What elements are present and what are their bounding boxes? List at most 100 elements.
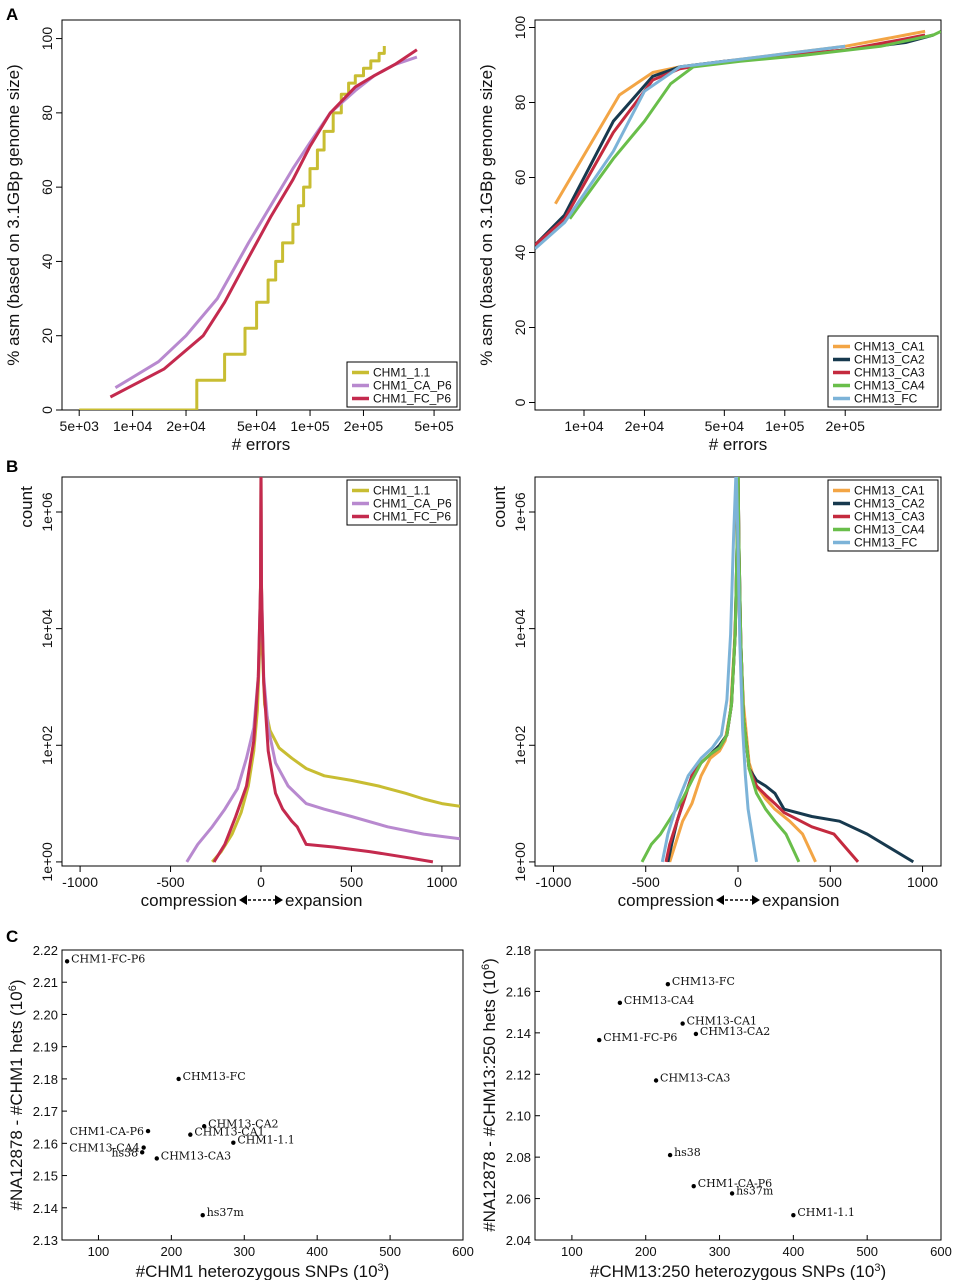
scatter-point <box>231 1140 236 1145</box>
y-axis-title-sup: 6 <box>480 964 492 970</box>
panel-letter-b: B <box>6 457 18 476</box>
x-tick-label: 300 <box>709 1244 731 1259</box>
x-tick-label: 1e+04 <box>564 418 604 434</box>
x-axis-title-end: ) <box>384 1262 390 1280</box>
chart-b-right: -1000 -500 0 500 1000 1e+00 1e+02 1e+04 1e+06cou… <box>490 476 942 910</box>
plot-frame-A1 <box>61 19 461 411</box>
scatter-point-label: CHM13-FC <box>183 1070 246 1083</box>
series-line-CHM13_CA4 <box>568 29 941 220</box>
x-tick-label: 1e+05 <box>290 418 330 434</box>
scatter-point-label: CHM13-CA1 <box>194 1126 264 1139</box>
x-tick-label: 400 <box>306 1244 328 1259</box>
series-line-CHM1_1.1 <box>79 46 386 410</box>
x-tick-label: 2e+04 <box>625 418 665 434</box>
panel-letter-a: A <box>6 5 18 24</box>
x-tick-label: 400 <box>783 1244 805 1259</box>
x-tick-label: 0 <box>257 874 265 890</box>
legend-label: CHM1_1.1 <box>373 366 431 380</box>
x-axis-title-left: compression <box>141 891 237 910</box>
scatter-point-label: CHM13-FC <box>672 975 735 988</box>
x-tick-label: 500 <box>379 1244 401 1259</box>
scatter-point-label: CHM13-CA3 <box>660 1072 730 1085</box>
legend-label: CHM1_CA_P6 <box>373 379 452 393</box>
x-tick-label: 5e+03 <box>60 418 100 434</box>
y-tick-label: 20 <box>39 328 55 344</box>
scatter-point <box>617 1000 623 1006</box>
scatter-point <box>691 1183 696 1189</box>
y-tick-label: 2.14 <box>506 1026 531 1041</box>
y-tick-label: 100 <box>39 27 55 51</box>
x-tick-label: 1000 <box>426 874 457 890</box>
arrow-right-icon <box>275 895 283 905</box>
x-axis-title: # errors <box>232 435 291 454</box>
y-tick-label: 80 <box>512 95 528 111</box>
y-axis-title: % asm (based on 3.1GBp genome size) <box>477 64 496 365</box>
x-tick-label: 500 <box>856 1244 878 1259</box>
scatter-point <box>141 1145 146 1150</box>
x-axis-title-sup: 3 <box>378 1262 384 1274</box>
scatter-point <box>176 1076 181 1082</box>
scatter-point <box>145 1128 151 1134</box>
chart-a-right: 1e+04 2e+04 5e+04 1e+05 2e+05 0 20 40 60 80 100 # e… <box>477 16 942 454</box>
scatter-point <box>653 1078 659 1083</box>
x-tick-label: 300 <box>233 1244 255 1259</box>
scatter-point-label: hs38 <box>111 1146 138 1159</box>
y-tick-label: 2.18 <box>33 1072 58 1087</box>
scatter-point <box>200 1212 205 1218</box>
y-tick-label: 1e+04 <box>39 609 55 649</box>
legend-label: CHM13_CA2 <box>854 353 925 367</box>
x-axis-title-text: #CHM1 heterozygous SNPs (10 <box>136 1262 378 1280</box>
y-tick-label: 2.13 <box>33 1233 58 1248</box>
y-tick-label: 0 <box>512 398 528 406</box>
plot-frame-C1 <box>61 949 464 1241</box>
chart-a-left: 5e+03 1e+04 2e+04 5e+04 1e+05 2e+05 5e+05 0 20 40… <box>4 19 461 454</box>
x-tick-label: 1e+05 <box>765 418 805 434</box>
scatter-point-label: CHM13-CA2 <box>700 1025 770 1038</box>
y-axis-title-sup: 6 <box>7 985 19 991</box>
x-axis-title-left: compression <box>618 891 714 910</box>
y-tick-label: 0 <box>39 406 55 414</box>
x-tick-label: 2e+05 <box>826 418 866 434</box>
plot-frame-C2 <box>534 949 942 1241</box>
y-axis-title-text: #NA12878 - #CHM13:250 hets (10 <box>480 970 499 1232</box>
legend-label: CHM13_CA3 <box>854 366 925 380</box>
scatter-point <box>693 1031 699 1037</box>
x-tick-label: 2e+05 <box>344 418 384 434</box>
scatter-point <box>140 1150 145 1155</box>
scatter-point <box>154 1156 159 1161</box>
x-tick-label: 200 <box>635 1244 657 1259</box>
y-tick-label: 2.06 <box>506 1192 531 1207</box>
y-axis-title: #NA12878 - #CHM13:250 hets (106) <box>480 958 499 1232</box>
x-tick-label: 100 <box>88 1244 110 1259</box>
x-axis-title: #CHM1 heterozygous SNPs (103) <box>136 1262 390 1280</box>
scatter-point-label: CHM1-CA-P6 <box>698 1177 772 1190</box>
series-line-CHM13_CA4 <box>640 477 801 863</box>
arrow-right-icon <box>752 895 760 905</box>
legend-label: CHM13_CA1 <box>854 340 925 354</box>
legend-label: CHM13_CA3 <box>854 510 925 524</box>
y-tick-label: 2.08 <box>506 1150 531 1165</box>
scatter-point-label: hs38 <box>674 1146 701 1159</box>
y-tick-label: 2.04 <box>506 1233 531 1248</box>
y-axis-title: #NA12878 - #CHM1 hets (106) <box>7 979 26 1210</box>
x-axis-title: # errors <box>709 435 768 454</box>
scatter-point-label: CHM13-CA4 <box>624 994 694 1007</box>
legend-label: CHM13_CA2 <box>854 497 925 511</box>
x-tick-label: 600 <box>452 1244 474 1259</box>
y-tick-label: 2.12 <box>506 1067 531 1082</box>
x-axis-title-right: expansion <box>285 891 363 910</box>
scatter-point-label: hs37m <box>736 1184 774 1197</box>
series-line-CHM13_FC <box>535 44 846 250</box>
x-tick-label: 2e+04 <box>166 418 206 434</box>
legend-label: CHM13_CA4 <box>854 523 925 537</box>
y-tick-label: 60 <box>39 179 55 195</box>
series-line-CHM1_FC_P6 <box>109 48 418 399</box>
y-tick-label: 2.17 <box>33 1104 58 1119</box>
x-tick-label: -1000 <box>62 874 98 890</box>
x-tick-label: 500 <box>340 874 364 890</box>
scatter-point-label: CHM13-CA4 <box>69 1142 139 1155</box>
scatter-point-label: CHM1-1.1 <box>237 1134 294 1147</box>
y-tick-label: 2.18 <box>506 943 531 958</box>
y-tick-label: 2.14 <box>33 1201 58 1216</box>
